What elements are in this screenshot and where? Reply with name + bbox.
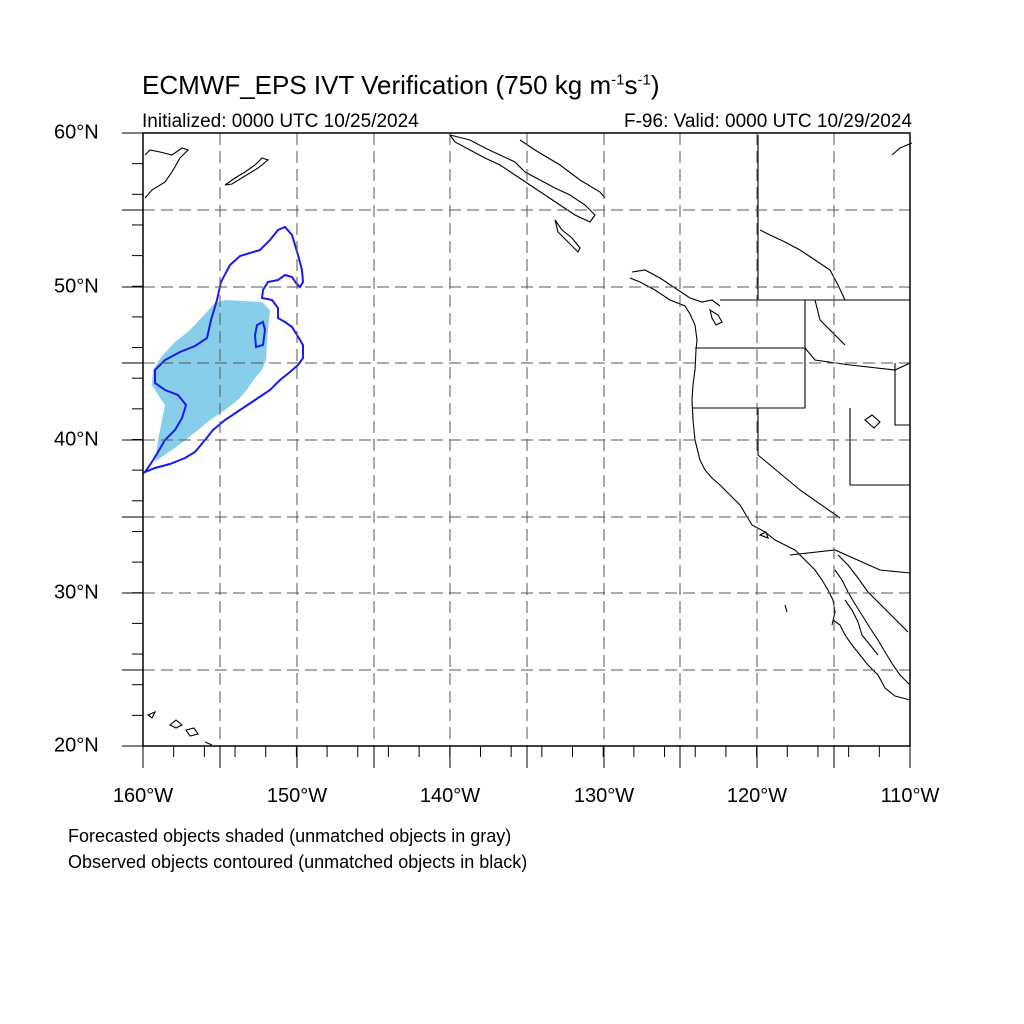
legend-observed-note: Observed objects contoured (unmatched ob… [68, 852, 528, 872]
minor-axis-ticks [132, 163, 880, 757]
lat-label-50: 50°N [54, 275, 99, 298]
lon-label-150w: 150°W [266, 785, 328, 807]
legend-forecast-note: Forecasted objects shaded (unmatched obj… [68, 826, 512, 846]
coastlines [144, 134, 913, 746]
lon-label-120w: 120°W [726, 785, 788, 807]
lon-label-110w: 110°W [880, 785, 940, 807]
forecast-object-shaded [152, 300, 270, 462]
lat-label-30: 30°N [54, 581, 99, 604]
lon-label-130w: 130°W [573, 785, 635, 807]
lon-label-160w: 160°W [112, 785, 174, 807]
initialized-time: Initialized: 0000 UTC 10/25/2024 [142, 111, 419, 132]
lon-label-140w: 140°W [419, 785, 481, 807]
lat-lon-grid [143, 133, 910, 746]
observed-object-contour [142, 225, 305, 475]
lat-label-20: 20°N [54, 734, 99, 757]
lat-label-40: 40°N [54, 428, 99, 451]
figure-title: ECMWF_EPS IVT Verification (750 kg m-1s-… [142, 70, 660, 100]
valid-time: F-96: Valid: 0000 UTC 10/29/2024 [624, 111, 912, 132]
axis-ticks [122, 132, 911, 768]
lat-label-60: 60°N [54, 121, 99, 144]
